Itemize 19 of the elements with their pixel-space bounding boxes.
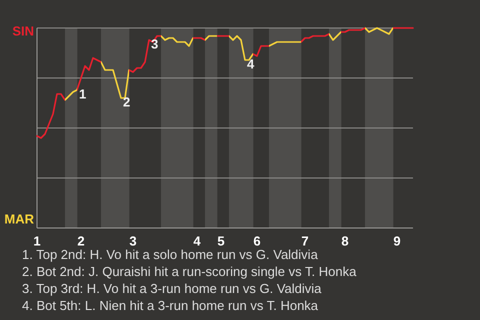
x-tick-label: 3 (129, 233, 137, 248)
x-tick-label: 4 (193, 233, 202, 248)
text: 3. Top 3rd: H. Vo hit a 3-run home run vs G. Valdivia (22, 281, 322, 296)
text: SIN (12, 23, 34, 38)
x-tick-label: 1 (33, 233, 41, 248)
annotation: 1 (79, 86, 86, 102)
annotation: 4 (247, 56, 255, 72)
text: 4. Bot 5th: L. Nien hit a 3-run home run vs T. Honka (22, 298, 319, 313)
text: 2. Bot 2nd: J. Quraishi hit a run-scoring single vs T. Honka (22, 264, 358, 279)
x-tick-label: 5 (217, 233, 225, 248)
annotation: 2 (123, 94, 130, 110)
x-tick-label: 6 (253, 233, 261, 248)
x-tick-label: 9 (393, 233, 401, 248)
text: MAR (4, 211, 35, 226)
x-tick-label: 7 (301, 233, 309, 248)
text: 1. Top 2nd: H. Vo hit a solo home run vs G. Valdivia (22, 247, 319, 262)
x-tick-label: 2 (77, 233, 85, 248)
annotation: 3 (151, 36, 158, 52)
x-tick-label: 8 (341, 233, 349, 248)
